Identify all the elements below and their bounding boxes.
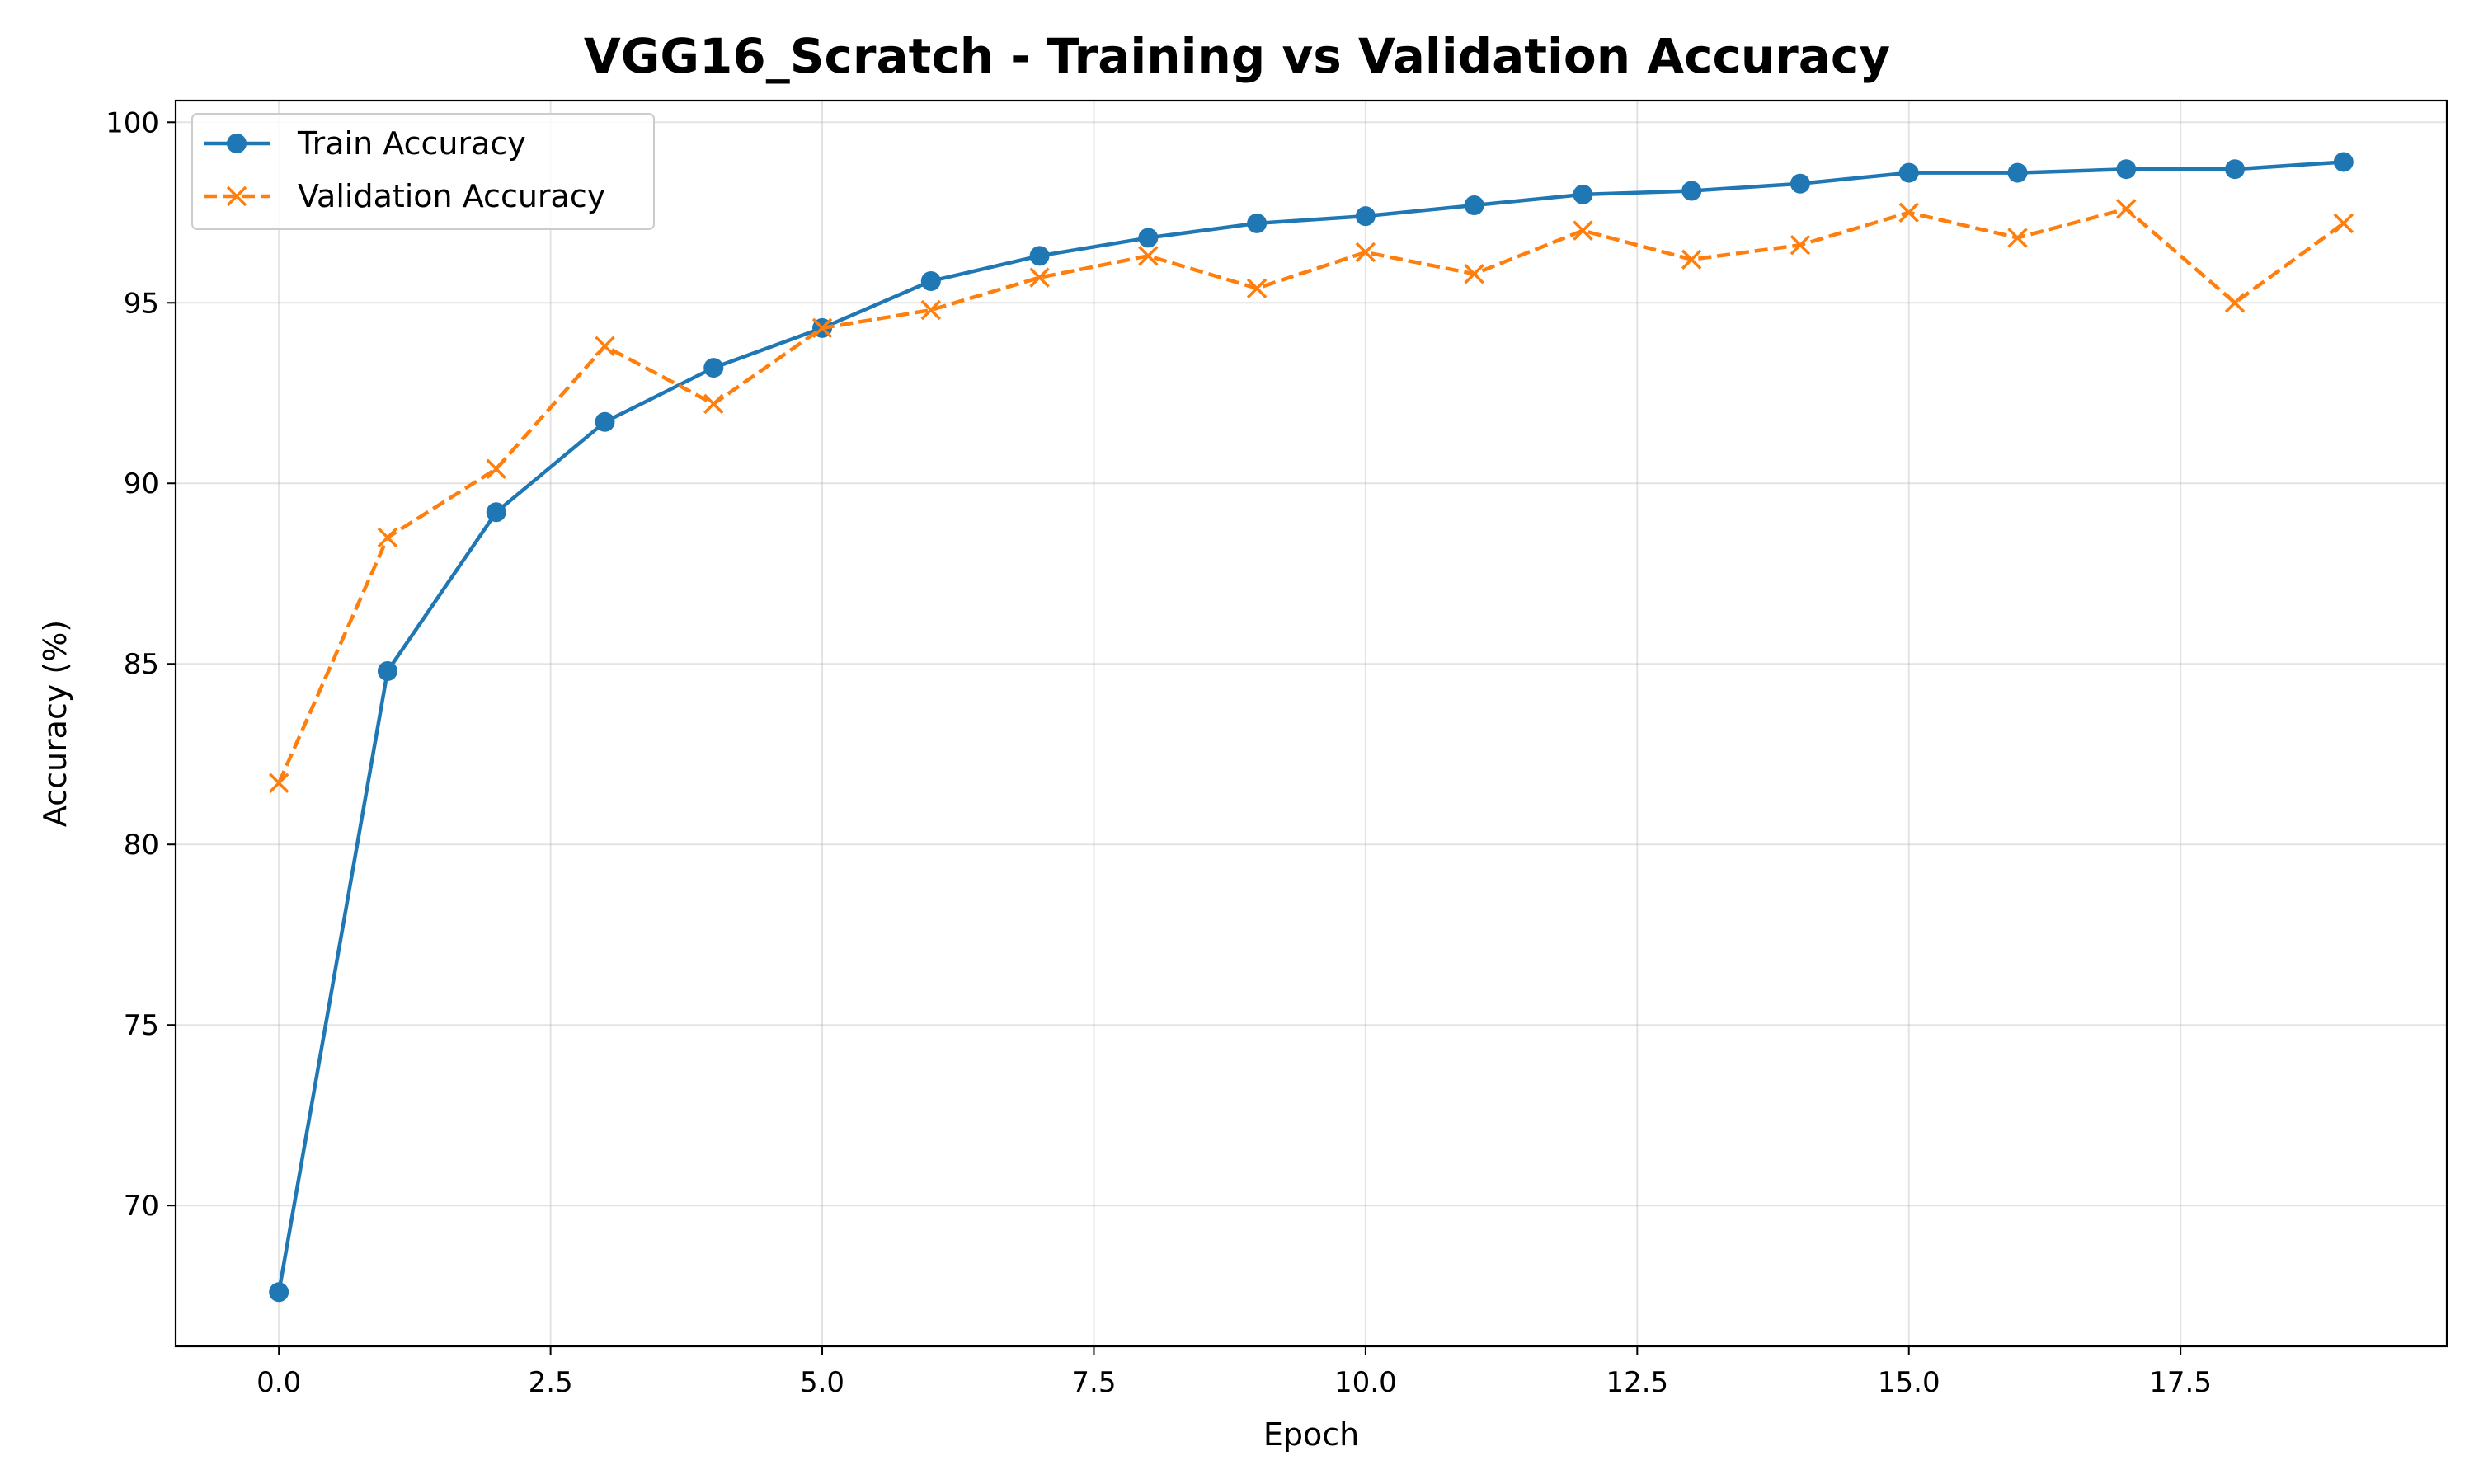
plot-frame <box>174 99 2448 1348</box>
x-tick-label: 10.0 <box>1334 1366 1397 1399</box>
x-axis-label: Epoch <box>1263 1416 1359 1453</box>
data-point <box>1573 220 1593 241</box>
legend-entry-validation: Validation Accuracy <box>204 178 605 214</box>
data-point <box>1681 249 1702 270</box>
data-point <box>269 1282 289 1303</box>
data-point <box>1029 267 1050 288</box>
y-tick-label: 95 <box>124 287 159 320</box>
y-tick-label: 90 <box>124 467 159 500</box>
x-tick-label: 5.0 <box>800 1366 844 1399</box>
x-tick-label: 0.0 <box>256 1366 301 1399</box>
series-validation <box>268 199 2354 794</box>
data-point <box>1138 228 1159 248</box>
legend-marker <box>227 134 247 153</box>
series-line <box>277 207 2345 784</box>
y-axis-label: Accuracy (%) <box>37 620 73 827</box>
data-point <box>1790 173 1810 194</box>
series-layer <box>268 152 2354 1303</box>
data-point <box>1681 181 1702 201</box>
data-point <box>595 336 615 357</box>
data-point <box>811 317 833 339</box>
data-point <box>2225 159 2246 180</box>
data-point <box>1138 246 1159 266</box>
data-point <box>703 358 724 378</box>
data-point <box>2333 152 2354 172</box>
data-point <box>2116 199 2137 219</box>
data-point <box>1355 242 1376 263</box>
data-point <box>1898 202 1919 223</box>
legend: Train Accuracy Validation Accuracy <box>191 113 655 230</box>
data-point <box>595 411 615 432</box>
y-tick-label: 70 <box>124 1190 159 1223</box>
legend-entry-train: Train Accuracy <box>204 125 526 162</box>
data-point <box>2224 293 2246 313</box>
data-point <box>703 393 724 415</box>
legend-label: Train Accuracy <box>297 125 526 162</box>
data-point <box>1355 206 1376 227</box>
data-point <box>1464 195 1484 216</box>
data-point <box>1246 278 1268 298</box>
x-tick-label: 12.5 <box>1606 1366 1668 1399</box>
x-tick-label: 2.5 <box>529 1366 573 1399</box>
data-point <box>377 527 398 548</box>
data-point <box>268 773 289 794</box>
data-point <box>1898 162 1919 183</box>
x-tick-label: 17.5 <box>2149 1366 2212 1399</box>
grid-layer <box>176 101 2447 1346</box>
data-point <box>486 458 506 479</box>
data-point <box>486 502 506 523</box>
data-point <box>920 299 942 321</box>
y-tick-label: 80 <box>124 829 159 862</box>
x-tick-label: 15.0 <box>1878 1366 1940 1399</box>
series-line <box>276 160 2344 1293</box>
data-point <box>1464 263 1484 284</box>
data-point <box>920 270 941 291</box>
series-train <box>269 152 2354 1303</box>
legend-label: Validation Accuracy <box>298 178 605 214</box>
data-point <box>2007 228 2028 248</box>
legend-marker <box>226 186 247 207</box>
y-tick-label: 85 <box>124 648 159 681</box>
legend-box <box>191 113 655 230</box>
data-point <box>377 660 397 681</box>
y-tick-label: 75 <box>124 1009 159 1042</box>
data-point <box>1247 213 1268 233</box>
data-point <box>1029 246 1050 266</box>
data-point <box>2333 213 2354 234</box>
x-tick-label: 7.5 <box>1071 1366 1116 1399</box>
y-tick-label: 100 <box>106 106 159 139</box>
tick-layer: 0.0 2.5 5.0 7.5 10.0 12.5 15.0 17.5 70 75 80 85 90 95… <box>106 106 2212 1399</box>
chart-title: VGG16_Scratch - Training vs Validation A… <box>584 28 1890 84</box>
data-point <box>1573 184 1593 204</box>
data-point <box>2116 159 2137 180</box>
data-point <box>2007 162 2028 183</box>
data-point <box>1790 234 1811 256</box>
